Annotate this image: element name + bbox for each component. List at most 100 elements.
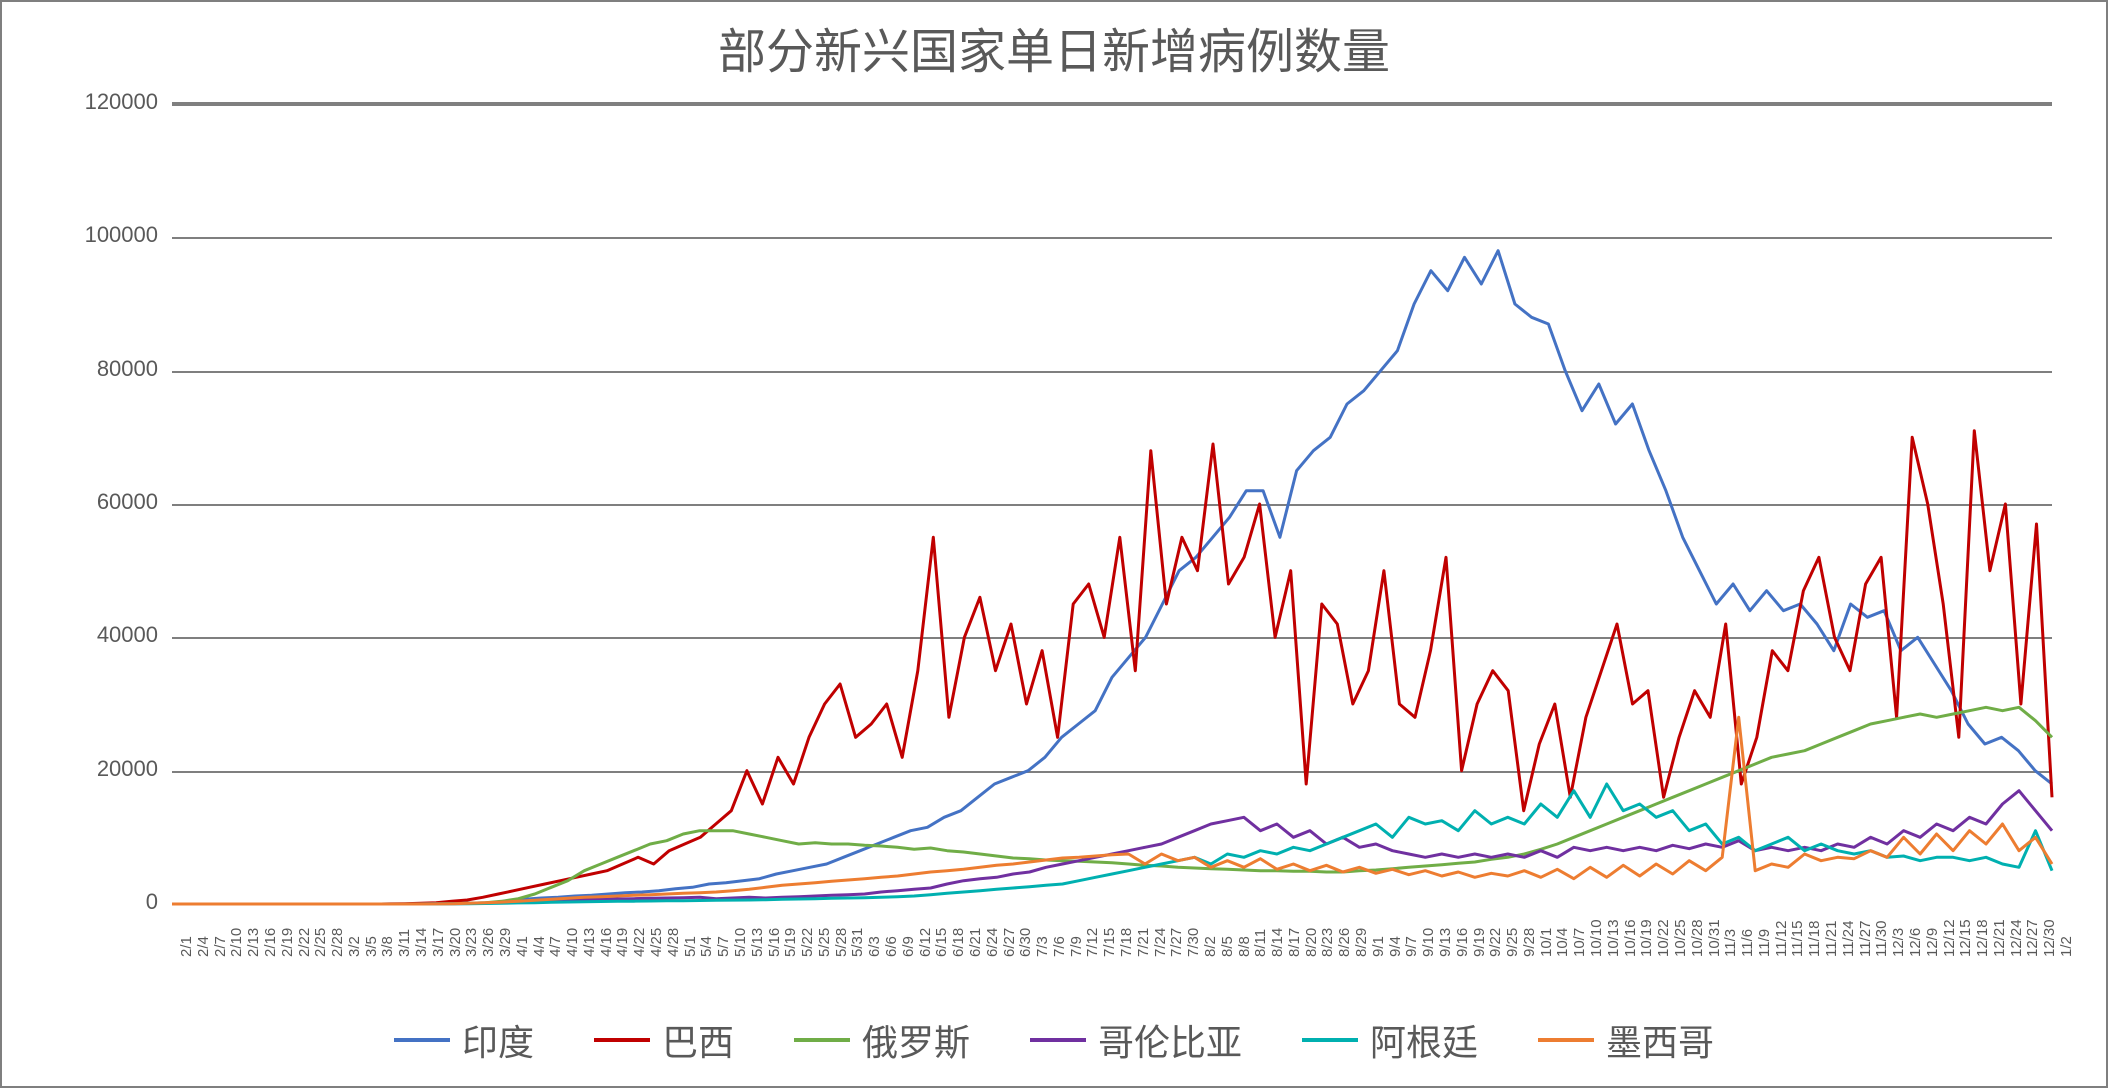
- x-tick-label: 10/19: [1638, 919, 1655, 957]
- x-tick-label: 12/15: [1957, 919, 1974, 957]
- y-tick-label: 120000: [85, 89, 158, 115]
- x-axis-labels: 2/12/42/72/102/132/162/192/222/252/283/2…: [172, 907, 2052, 987]
- x-tick-label: 9/1: [1370, 936, 1387, 957]
- legend-label: 哥伦比亚: [1098, 1014, 1242, 1066]
- legend-swatch: [394, 1038, 450, 1042]
- x-tick-label: 7/15: [1101, 928, 1118, 957]
- legend-label: 墨西哥: [1606, 1014, 1714, 1066]
- x-tick-label: 2/7: [212, 936, 229, 957]
- x-tick-label: 9/13: [1437, 928, 1454, 957]
- x-tick-label: 6/15: [933, 928, 950, 957]
- series-line: [172, 717, 2052, 904]
- x-tick-label: 4/13: [581, 928, 598, 957]
- x-tick-label: 9/25: [1504, 928, 1521, 957]
- x-tick-label: 12/18: [1974, 919, 1991, 957]
- x-tick-label: 10/4: [1554, 928, 1571, 957]
- x-tick-label: 10/10: [1588, 919, 1605, 957]
- legend-label: 巴西: [662, 1014, 734, 1066]
- x-tick-label: 8/26: [1336, 928, 1353, 957]
- series-line: [172, 251, 2052, 904]
- x-tick-label: 10/1: [1538, 928, 1555, 957]
- x-tick-label: 9/7: [1403, 936, 1420, 957]
- y-tick-label: 0: [146, 889, 158, 915]
- x-tick-label: 2/25: [312, 928, 329, 957]
- y-tick-label: 40000: [97, 622, 158, 648]
- x-tick-label: 11/18: [1806, 921, 1823, 957]
- x-tick-label: 2/4: [195, 936, 212, 957]
- x-tick-label: 12/21: [1991, 919, 2008, 957]
- x-tick-label: 3/29: [497, 928, 514, 957]
- x-tick-label: 10/16: [1622, 919, 1639, 957]
- x-tick-label: 5/1: [682, 936, 699, 957]
- x-tick-label: 5/13: [749, 928, 766, 957]
- x-tick-label: 2/19: [279, 928, 296, 957]
- x-tick-label: 11/21: [1823, 921, 1840, 957]
- x-tick-label: 12/3: [1890, 928, 1907, 957]
- y-tick-label: 80000: [97, 356, 158, 382]
- x-tick-label: 3/26: [480, 928, 497, 957]
- x-tick-label: 3/11: [396, 929, 413, 957]
- x-tick-label: 7/27: [1168, 928, 1185, 957]
- chart-title: 部分新兴国家单日新增病例数量: [2, 12, 2106, 82]
- x-tick-label: 7/3: [1034, 936, 1051, 957]
- x-tick-label: 4/10: [564, 928, 581, 957]
- legend-label: 印度: [462, 1014, 534, 1066]
- x-tick-label: 11/12: [1773, 921, 1790, 957]
- legend-label: 俄罗斯: [862, 1014, 970, 1066]
- legend-swatch: [594, 1038, 650, 1042]
- legend: 印度 巴西 俄罗斯 哥伦比亚 阿根廷 墨西哥: [2, 1014, 2106, 1066]
- x-tick-label: 11/27: [1857, 921, 1874, 957]
- chart-container: 部分新兴国家单日新增病例数量 0200004000060000800001000…: [0, 0, 2108, 1088]
- x-tick-label: 5/10: [732, 928, 749, 957]
- x-tick-label: 6/9: [900, 936, 917, 957]
- x-tick-label: 12/30: [2041, 919, 2058, 957]
- legend-swatch: [794, 1038, 850, 1042]
- x-tick-label: 8/17: [1286, 928, 1303, 957]
- x-tick-label: 9/22: [1487, 928, 1504, 957]
- x-tick-label: 7/18: [1118, 928, 1135, 957]
- x-tick-label: 9/19: [1471, 928, 1488, 957]
- y-tick-label: 100000: [85, 222, 158, 248]
- x-tick-label: 9/10: [1420, 928, 1437, 957]
- x-tick-label: 6/30: [1017, 928, 1034, 957]
- x-tick-label: 2/10: [228, 928, 245, 957]
- x-tick-label: 4/1: [514, 936, 531, 957]
- x-tick-label: 6/3: [866, 936, 883, 957]
- x-tick-label: 10/7: [1571, 928, 1588, 957]
- x-tick-label: 11/6: [1739, 929, 1756, 957]
- x-tick-label: 3/14: [413, 928, 430, 957]
- legend-swatch: [1030, 1038, 1086, 1042]
- x-tick-label: 5/7: [715, 936, 732, 957]
- x-tick-label: 8/2: [1202, 936, 1219, 957]
- x-tick-label: 8/23: [1319, 928, 1336, 957]
- x-tick-label: 12/6: [1907, 928, 1924, 957]
- x-tick-label: 8/5: [1219, 936, 1236, 957]
- x-tick-label: 11/15: [1789, 921, 1806, 957]
- legend-item: 阿根廷: [1302, 1014, 1478, 1066]
- x-tick-label: 5/16: [766, 928, 783, 957]
- legend-swatch: [1302, 1038, 1358, 1042]
- x-tick-label: 2/22: [296, 928, 313, 957]
- x-tick-label: 4/19: [614, 928, 631, 957]
- line-series-svg: [172, 104, 2052, 904]
- legend-label: 阿根廷: [1370, 1014, 1478, 1066]
- x-tick-label: 8/29: [1353, 928, 1370, 957]
- x-tick-label: 2/16: [262, 928, 279, 957]
- legend-item: 巴西: [594, 1014, 734, 1066]
- x-tick-label: 11/30: [1873, 921, 1890, 957]
- x-tick-label: 8/8: [1236, 936, 1253, 957]
- x-tick-label: 8/20: [1303, 928, 1320, 957]
- x-tick-label: 4/22: [631, 928, 648, 957]
- x-tick-label: 10/25: [1672, 919, 1689, 957]
- x-tick-label: 12/9: [1924, 928, 1941, 957]
- x-tick-label: 11/3: [1722, 929, 1739, 957]
- x-tick-label: 5/19: [782, 928, 799, 957]
- x-tick-label: 1/2: [2058, 936, 2075, 957]
- x-tick-label: 4/16: [598, 928, 615, 957]
- x-tick-label: 4/7: [547, 936, 564, 957]
- x-tick-label: 7/6: [1051, 936, 1068, 957]
- x-tick-label: 6/6: [883, 936, 900, 957]
- series-line: [172, 784, 2052, 904]
- x-tick-label: 3/8: [379, 936, 396, 957]
- y-tick-label: 20000: [97, 756, 158, 782]
